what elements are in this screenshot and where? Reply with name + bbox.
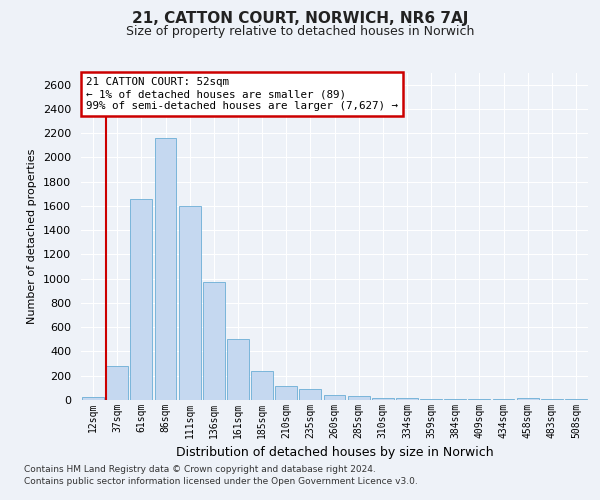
Bar [517,398,539,400]
Bar [299,389,321,400]
Bar [203,282,224,400]
Text: Contains public sector information licensed under the Open Government Licence v3: Contains public sector information licen… [24,476,418,486]
Y-axis label: Number of detached properties: Number of detached properties [28,148,37,324]
Bar [179,206,200,400]
Bar [275,386,297,400]
Bar [323,395,346,400]
Bar [445,399,466,400]
Text: 21, CATTON COURT, NORWICH, NR6 7AJ: 21, CATTON COURT, NORWICH, NR6 7AJ [132,12,468,26]
Bar [227,340,249,400]
Text: 21 CATTON COURT: 52sqm
← 1% of detached houses are smaller (89)
99% of semi-deta: 21 CATTON COURT: 52sqm ← 1% of detached … [86,78,398,110]
Bar [372,398,394,400]
Bar [155,138,176,400]
Bar [106,366,128,400]
Text: Size of property relative to detached houses in Norwich: Size of property relative to detached ho… [126,26,474,38]
X-axis label: Distribution of detached houses by size in Norwich: Distribution of detached houses by size … [176,446,493,460]
Bar [130,198,152,400]
Bar [82,397,104,400]
Bar [348,396,370,400]
Bar [251,372,273,400]
Bar [420,399,442,400]
Bar [396,398,418,400]
Text: Contains HM Land Registry data © Crown copyright and database right 2024.: Contains HM Land Registry data © Crown c… [24,464,376,473]
